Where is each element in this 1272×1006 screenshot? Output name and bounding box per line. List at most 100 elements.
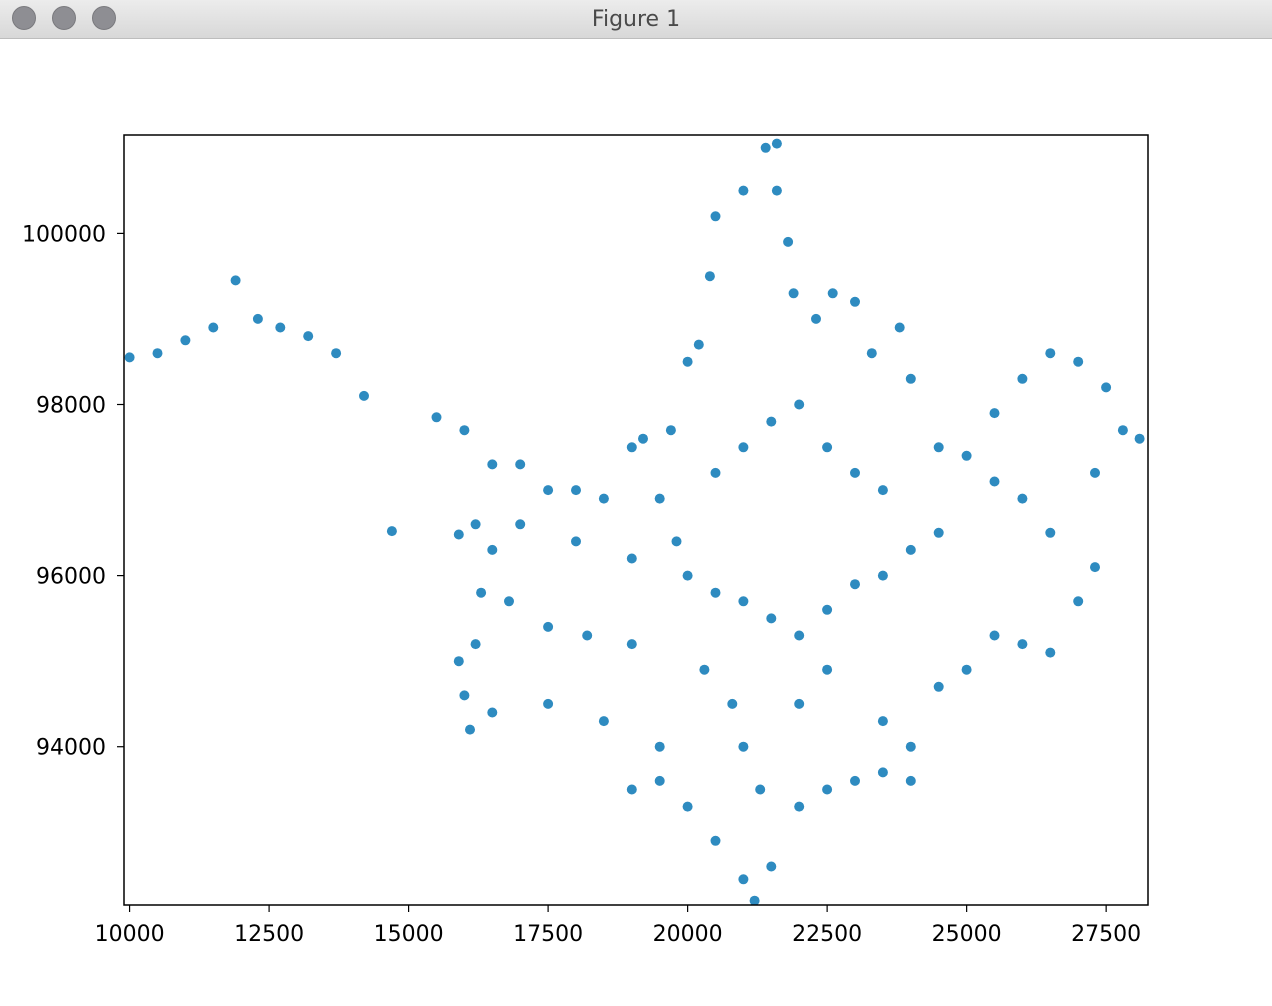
scatter-point (124, 352, 135, 363)
scatter-point (704, 271, 715, 282)
scatter-point (654, 741, 665, 752)
scatter-point (822, 664, 833, 675)
scatter-point (905, 544, 916, 555)
scatter-points (124, 138, 1145, 905)
scatter-point (877, 485, 888, 496)
scatter-point (453, 656, 464, 667)
x-tick-label: 10000 (95, 922, 165, 947)
scatter-point (1045, 527, 1056, 538)
scatter-point (431, 412, 442, 423)
scatter-point (989, 630, 1000, 641)
scatter-point (1134, 433, 1145, 444)
scatter-point (961, 450, 972, 461)
scatter-point (626, 442, 637, 453)
scatter-point (1101, 382, 1112, 393)
scatter-point (738, 741, 749, 752)
scatter-point (877, 716, 888, 727)
y-tick-label: 98000 (36, 394, 106, 419)
scatter-point (1073, 356, 1084, 367)
scatter-point (180, 335, 191, 346)
scatter-point (755, 784, 766, 795)
scatter-point (487, 459, 498, 470)
scatter-point (794, 630, 805, 641)
scatter-point (738, 596, 749, 607)
scatter-point (989, 408, 1000, 419)
scatter-point (933, 681, 944, 692)
scatter-point (933, 527, 944, 538)
scatter-point (476, 587, 487, 598)
scatter-point (654, 493, 665, 504)
scatter-point (877, 570, 888, 581)
scatter-point (905, 775, 916, 786)
scatter-point (543, 485, 554, 496)
scatter-point (1017, 373, 1028, 384)
scatter-point (766, 861, 777, 872)
scatter-point (822, 784, 833, 795)
scatter-point (822, 604, 833, 615)
zoom-button[interactable] (92, 6, 116, 30)
scatter-point (850, 579, 860, 590)
y-tick-label: 96000 (36, 565, 106, 590)
scatter-point (760, 142, 771, 153)
x-tick-label: 25000 (932, 922, 1002, 947)
y-axis: 94000 96000 98000 100000 (22, 222, 124, 761)
scatter-point (933, 442, 944, 453)
scatter-point (794, 698, 805, 709)
scatter-point (727, 698, 738, 709)
y-tick-label: 100000 (22, 222, 106, 247)
scatter-point (850, 467, 860, 478)
scatter-point (626, 639, 637, 650)
scatter-point (710, 835, 721, 846)
scatter-point (504, 596, 514, 607)
scatter-point (710, 467, 721, 478)
scatter-point (749, 895, 760, 905)
minimize-button[interactable] (52, 6, 76, 30)
scatter-point (453, 529, 464, 540)
scatter-point (1017, 639, 1028, 650)
scatter-point (487, 544, 498, 555)
scatter-point (788, 288, 799, 299)
scatter-point (693, 339, 704, 350)
scatter-point (626, 553, 637, 564)
x-tick-label: 12500 (234, 922, 304, 947)
scatter-point (470, 639, 481, 650)
scatter-point (626, 784, 637, 795)
scatter-point (275, 322, 286, 333)
scatter-point (1090, 562, 1100, 573)
scatter-point (303, 331, 314, 342)
scatter-point (877, 767, 888, 778)
x-axis: 10000 12500 15000 17500 20000 22500 25000 27500 (95, 905, 1141, 947)
scatter-point (738, 442, 749, 453)
scatter-point (598, 716, 609, 727)
axes-frame (123, 134, 1149, 906)
scatter-point (766, 613, 777, 624)
scatter-point (894, 322, 905, 333)
scatter-point (710, 211, 721, 222)
scatter-point (1045, 647, 1056, 658)
scatter-point (671, 536, 682, 547)
scatter-point (459, 690, 470, 701)
scatter-point (571, 485, 581, 496)
title-bar[interactable]: Figure 1 (0, 0, 1272, 39)
scatter-point (1117, 425, 1128, 436)
scatter-point (905, 373, 916, 384)
scatter-point (571, 536, 581, 547)
scatter-point (331, 348, 342, 359)
scatter-point (850, 296, 860, 307)
scatter-point (598, 493, 609, 504)
scatter-point (208, 322, 219, 333)
scatter-point (152, 348, 163, 359)
close-button[interactable] (12, 6, 36, 30)
scatter-point (989, 476, 1000, 487)
scatter-point (1045, 348, 1056, 359)
scatter-point (359, 390, 369, 401)
x-tick-label: 15000 (374, 922, 444, 947)
scatter-point (766, 416, 777, 427)
scatter-point (682, 356, 693, 367)
scatter-point (771, 185, 782, 196)
x-tick-label: 27500 (1071, 922, 1141, 947)
scatter-point (682, 570, 693, 581)
scatter-point (487, 707, 498, 718)
scatter-point (699, 664, 710, 675)
scatter-point (543, 698, 554, 709)
